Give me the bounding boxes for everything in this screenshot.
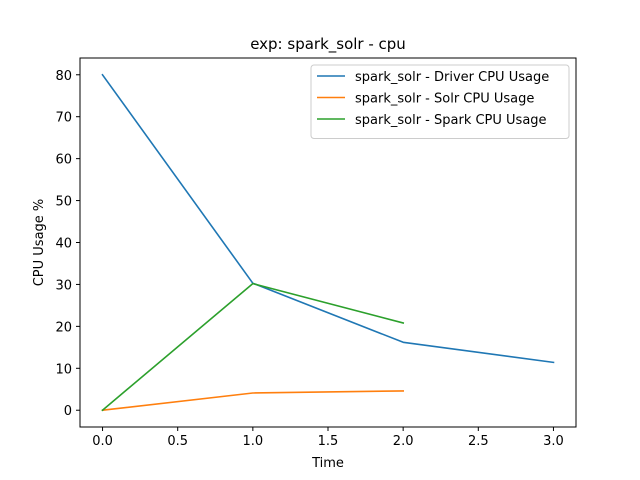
legend: spark_solr - Driver CPU Usage spark_solr …	[310, 64, 570, 139]
chart-title: exp: spark_solr - cpu	[250, 35, 406, 54]
y-tick-label: 60	[55, 153, 72, 168]
x-tick-label: 2.5	[468, 434, 489, 449]
series-line-2	[101, 390, 405, 412]
legend-box	[310, 64, 570, 139]
y-tick-label: 50	[55, 195, 72, 210]
y-tick-label: 70	[55, 111, 72, 126]
y-tick-label: 20	[55, 320, 72, 335]
x-axis-label: Time	[311, 456, 344, 471]
x-tick-label: 1.5	[318, 434, 339, 449]
legend-label-2: spark_solr - Solr CPU Usage	[355, 92, 534, 107]
x-tick-label: 0.5	[167, 434, 188, 449]
y-axis-ticks: 0 10 20 30 40 50 60 70 80	[55, 69, 80, 419]
legend-label-3: spark_solr - Spark CPU Usage	[355, 113, 547, 128]
legend-label-1: spark_solr - Driver CPU Usage	[355, 70, 549, 85]
x-tick-label: 3.0	[543, 434, 564, 449]
plot-area-frame	[79, 57, 577, 428]
x-tick-label: 0.0	[92, 434, 113, 449]
y-tick-label: 80	[55, 69, 72, 84]
y-tick-label: 0	[64, 404, 72, 419]
x-tick-label: 1.0	[243, 434, 264, 449]
series-line-1	[101, 73, 555, 364]
y-axis-label: CPU Usage %	[32, 199, 47, 287]
x-axis-ticks: 0.0 0.5 1.0 1.5 2.0 2.5 3.0	[92, 427, 564, 449]
y-tick-label: 30	[55, 278, 72, 293]
y-tick-label: 10	[55, 362, 72, 377]
x-tick-label: 2.0	[393, 434, 414, 449]
series-line-3	[101, 282, 405, 412]
y-tick-label: 40	[55, 237, 72, 252]
plot-series	[101, 73, 555, 412]
